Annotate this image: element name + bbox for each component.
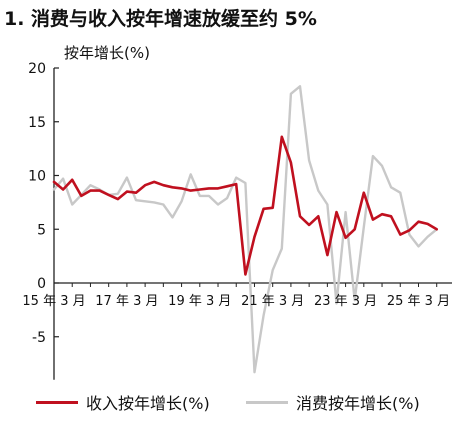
legend-item-income: 收入按年增长(%) <box>36 390 210 414</box>
x-tick-label: 25 年 3 月 <box>387 294 450 309</box>
y-axis-unit-label: 按年增长(%) <box>64 44 150 62</box>
legend-swatch-consumption <box>246 400 288 404</box>
chart-title: 1. 消费与收入按年增速放缓至约 5% <box>4 8 317 30</box>
legend-label-income: 收入按年增长(%) <box>86 394 210 413</box>
legend-swatch-income <box>36 400 78 404</box>
y-tick-label: 5 <box>37 222 46 238</box>
consumption-growth-line <box>52 85 438 374</box>
legend-item-consumption: 消费按年增长(%) <box>246 390 420 414</box>
y-tick-label: 10 <box>28 169 46 185</box>
x-tick-label: 15 年 3 月 <box>22 294 85 309</box>
x-tick-label: 23 年 3 月 <box>314 294 377 309</box>
y-tick-label: 0 <box>37 276 46 292</box>
x-tick-label: 17 年 3 月 <box>95 294 158 309</box>
income-growth-line <box>52 135 438 276</box>
legend-label-consumption: 消费按年增长(%) <box>296 394 420 413</box>
y-tick-label: -5 <box>32 330 46 346</box>
x-tick-label: 19 年 3 月 <box>168 294 231 309</box>
chart-series-lines <box>52 85 438 374</box>
chart-tick-labels: 20 15 10 5 0 -5 15 年 3 月 17 年 3 月 19 年 3 月 21 年 3… <box>22 61 450 346</box>
chart-axes <box>53 67 452 380</box>
y-tick-label: 20 <box>28 61 46 77</box>
y-tick-label: 15 <box>28 115 46 131</box>
x-tick-label: 21 年 3 月 <box>241 294 304 309</box>
